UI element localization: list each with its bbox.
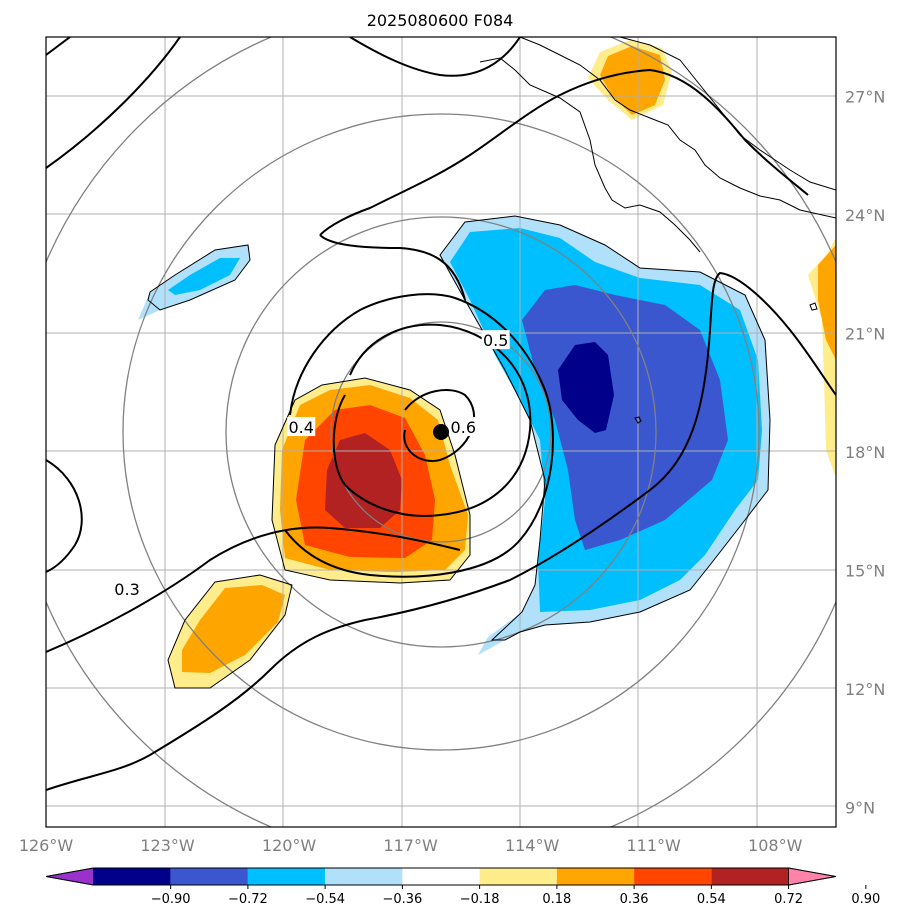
storm-center-marker xyxy=(433,424,449,440)
lon-tick-label: 114°W xyxy=(505,836,560,855)
contour-lines xyxy=(46,37,836,791)
lon-tick-label: 111°W xyxy=(627,836,682,855)
positive-orange-patch-north xyxy=(600,46,665,115)
colorbar-segment xyxy=(556,868,635,885)
coastline-baja-west xyxy=(479,57,701,253)
colorbar-outline xyxy=(45,867,837,886)
lon-tick-label: 108°W xyxy=(748,836,803,855)
contour-line-0.2-northwest xyxy=(46,37,181,169)
contour-line-0.5 xyxy=(344,323,532,517)
colorbar-tick-label: 0.90 xyxy=(851,892,880,907)
colorbar-segment xyxy=(634,868,712,885)
contour-label: 0.3 xyxy=(114,580,139,599)
negative-navy-patch xyxy=(558,342,614,433)
colorbar: −0.90 −0.72 −0.54 −0.36 −0.18 0.18 0.36 0.54 0.7… xyxy=(45,867,880,907)
contour-labels: 0.3 0.4 0.5 0.6 xyxy=(113,330,510,599)
colorbar-segment xyxy=(170,868,248,885)
contour-line-top-center xyxy=(349,37,521,77)
positive-darkred-patch xyxy=(325,433,402,528)
shaded-field-negative xyxy=(138,216,770,655)
colorbar-tick-label: 0.72 xyxy=(774,892,803,907)
contour-line-north-connector xyxy=(319,234,466,301)
outline-negative-west xyxy=(147,244,251,311)
range-ring-1 xyxy=(330,321,552,543)
colorbar-tick-label: 0.54 xyxy=(697,892,726,907)
lat-tick-label: 24°N xyxy=(845,206,885,225)
positive-orange-patch-southwest xyxy=(182,585,285,673)
lat-tick-label: 12°N xyxy=(845,680,885,699)
range-rings xyxy=(46,37,836,827)
contour-line-0.5-extend xyxy=(332,394,346,486)
colorbar-segment xyxy=(479,868,557,885)
lat-tick-label: 21°N xyxy=(845,324,885,343)
lat-tick-label: 9°N xyxy=(845,798,875,817)
colorbar-segment xyxy=(93,868,171,885)
contour-label-background xyxy=(481,330,510,350)
contour-line-0.3 xyxy=(46,526,461,653)
contour-line-north-arc xyxy=(319,68,809,236)
lat-tick-label: 15°N xyxy=(845,561,885,580)
outline-positive-southwest xyxy=(167,574,293,689)
lat-tick-label: 27°N xyxy=(845,87,885,106)
colorbar-segment xyxy=(247,868,326,885)
lat-tick-label: 18°N xyxy=(845,443,885,462)
lon-tick-label: 126°W xyxy=(19,836,74,855)
colorbar-tick-label: −0.36 xyxy=(382,892,422,907)
longitude-labels: 126°W 123°W 120°W 117°W 114°W 111°W 108°W xyxy=(19,836,803,855)
colorbar-tick-label: 0.36 xyxy=(620,892,649,907)
map-frame xyxy=(45,36,837,828)
range-ring-2 xyxy=(225,216,657,648)
colorbar-extend-low xyxy=(45,867,94,886)
shaded-field-positive xyxy=(168,40,836,688)
islet-2 xyxy=(809,302,818,311)
lon-tick-label: 117°W xyxy=(383,836,438,855)
contour-label: 0.5 xyxy=(483,331,508,350)
colorbar-segment xyxy=(325,868,403,885)
colorbar-segment xyxy=(711,868,789,885)
coastline-baja-east xyxy=(519,37,836,219)
colorbar-tick-label: −0.54 xyxy=(305,892,345,907)
islet-1 xyxy=(634,416,642,424)
contour-label: 0.6 xyxy=(451,418,476,437)
contour-line-0.3-outer xyxy=(46,271,836,791)
colorbar-tick-label: −0.90 xyxy=(151,892,191,907)
latitude-labels: 9°N 12°N 15°N 18°N 21°N 24°N 27°N xyxy=(845,87,885,817)
colorbar-extend-high xyxy=(788,867,837,886)
contour-line-0.4 xyxy=(284,293,554,578)
contour-line-0.2-west xyxy=(46,459,83,573)
range-ring-3 xyxy=(122,113,760,751)
contour-label: 0.4 xyxy=(289,418,314,437)
figure-title: 2025080600 F084 xyxy=(367,11,514,30)
contour-label-background xyxy=(287,417,316,437)
map-area: 0.3 0.4 0.5 0.6 xyxy=(46,37,836,827)
colorbar-segment xyxy=(402,868,480,885)
contour-label-background xyxy=(113,579,142,598)
outline-negative-main xyxy=(439,215,771,641)
negative-skyblue-patch-west xyxy=(168,258,240,295)
colorbar-tick-label: −0.72 xyxy=(228,892,268,907)
contour-label-background xyxy=(449,417,478,437)
lon-tick-label: 123°W xyxy=(140,836,195,855)
lon-tick-label: 120°W xyxy=(262,836,317,855)
positive-orange-patch-east xyxy=(818,245,836,360)
colorbar-tick-label: 0.18 xyxy=(542,892,571,907)
colorbar-tick-label: −0.18 xyxy=(460,892,500,907)
contour-line-0.2-top xyxy=(46,37,71,56)
